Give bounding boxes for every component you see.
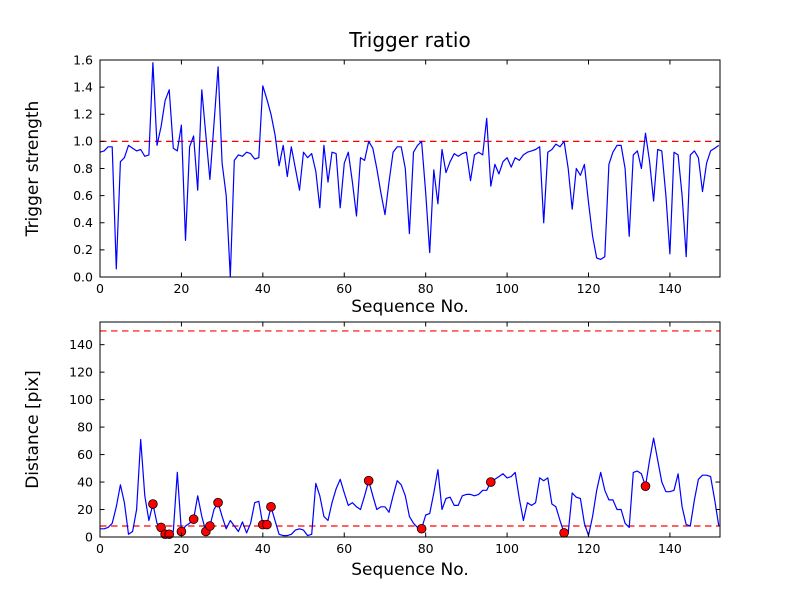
y-tick-label: 1.6 [73, 52, 93, 67]
y-tick-label: 120 [69, 364, 93, 379]
scatter-point [266, 501, 276, 512]
x-tick-label: 80 [418, 541, 434, 556]
bottom-axes: 0 20 40 60 80 100 120 140 0 20 40 60 80 100 120 140 [69, 321, 721, 556]
top-y-axis-label: Trigger strength [23, 101, 43, 238]
scatter-point [559, 528, 569, 538]
x-tick-label: 120 [577, 541, 601, 556]
x-tick-label: 40 [255, 541, 271, 556]
scatter-point [416, 523, 427, 534]
x-tick-label: 140 [658, 281, 682, 296]
x-tick-label: 80 [418, 281, 434, 296]
y-tick-label: 0.0 [73, 269, 93, 284]
x-tick-label: 20 [173, 541, 189, 556]
y-tick-label: 0 [85, 529, 93, 544]
y-tick-label: 140 [69, 337, 93, 352]
scatter-point [262, 519, 272, 530]
scatter-point [205, 521, 215, 531]
y-tick-label: 1.4 [73, 79, 93, 94]
top-axes: 0 20 40 60 80 100 120 140 0.0 0.2 0.4 0.6 0.8 1.0 1.2 1… [73, 52, 721, 296]
y-tick-label: 0.2 [73, 242, 93, 257]
y-tick-label: 40 [77, 474, 93, 489]
axes-frame [99, 321, 721, 538]
bottom-y-axis-label: Distance [pix] [23, 370, 43, 489]
scatter-point [188, 514, 199, 524]
scatter-point [213, 497, 223, 508]
y-tick-label: 0.8 [73, 161, 93, 176]
y-tick-label: 80 [77, 419, 93, 434]
x-tick-label: 100 [495, 281, 519, 296]
x-tick-label: 60 [336, 541, 352, 556]
x-tick-label: 120 [577, 281, 601, 296]
scatter-point [486, 477, 496, 487]
x-tick-label: 60 [336, 281, 352, 296]
scatter-point [363, 475, 374, 486]
scatter-point [148, 499, 158, 509]
scatter-point [164, 529, 175, 540]
x-tick-label: 0 [96, 281, 104, 296]
x-tick-label: 0 [96, 541, 104, 556]
data-line [99, 62, 720, 278]
scatter-point [640, 481, 651, 491]
bottom-x-axis-label: Sequence No. [351, 560, 468, 580]
top-x-axis-label: Sequence No. [351, 297, 468, 317]
x-tick-label: 100 [495, 541, 519, 556]
y-tick-label: 100 [69, 392, 93, 407]
x-tick-label: 20 [173, 281, 189, 296]
y-tick-label: 0.4 [73, 215, 93, 230]
y-tick-label: 60 [77, 447, 93, 462]
axes-frame [99, 59, 721, 278]
y-tick-label: 1.2 [73, 107, 93, 122]
x-tick-label: 40 [255, 281, 271, 296]
y-tick-label: 0.6 [73, 188, 93, 203]
data-line [100, 437, 720, 537]
chart-title: Trigger ratio [348, 28, 470, 52]
y-tick-label: 20 [77, 502, 93, 517]
y-tick-label: 1.0 [73, 134, 93, 149]
x-tick-label: 140 [658, 541, 682, 556]
